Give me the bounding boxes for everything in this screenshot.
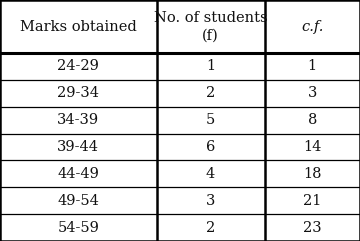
- Text: 2: 2: [206, 221, 215, 234]
- Text: 14: 14: [303, 140, 321, 154]
- Text: No. of students
(f): No. of students (f): [154, 11, 267, 42]
- Text: 1: 1: [308, 60, 317, 74]
- Text: 1: 1: [206, 60, 215, 74]
- Text: 44-49: 44-49: [57, 167, 99, 181]
- Text: 4: 4: [206, 167, 215, 181]
- Text: Marks obtained: Marks obtained: [20, 20, 137, 33]
- Text: 6: 6: [206, 140, 215, 154]
- Text: 2: 2: [206, 86, 215, 100]
- Text: 49-54: 49-54: [57, 194, 99, 208]
- Text: 34-39: 34-39: [57, 113, 99, 127]
- Text: 5: 5: [206, 113, 215, 127]
- Text: 23: 23: [303, 221, 321, 234]
- Text: 3: 3: [206, 194, 215, 208]
- Text: 3: 3: [307, 86, 317, 100]
- Text: 29-34: 29-34: [57, 86, 99, 100]
- Text: 8: 8: [307, 113, 317, 127]
- Text: 18: 18: [303, 167, 321, 181]
- Text: 54-59: 54-59: [57, 221, 99, 234]
- Text: 39-44: 39-44: [57, 140, 99, 154]
- Text: 24-29: 24-29: [57, 60, 99, 74]
- Text: 21: 21: [303, 194, 321, 208]
- Text: c.f.: c.f.: [301, 20, 324, 33]
